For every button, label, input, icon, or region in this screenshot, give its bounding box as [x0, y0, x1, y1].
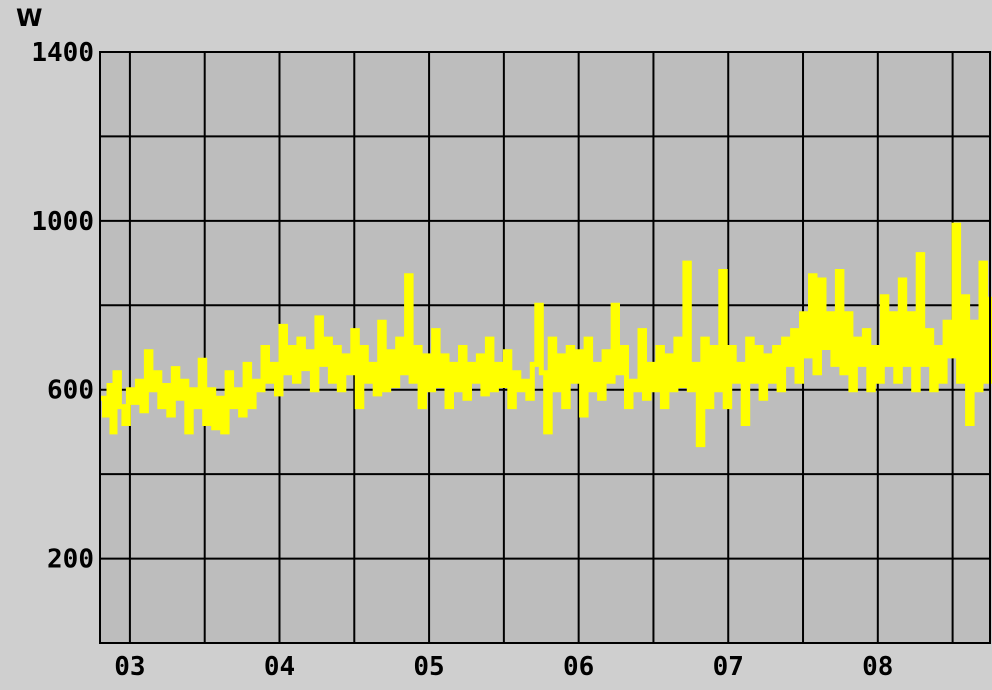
- plot-border: [99, 51, 991, 644]
- x-tick-labels: 03 04 05 06 07 08: [114, 652, 893, 682]
- y-tick-labels: 1400 1000 600 200: [31, 38, 94, 575]
- x-tick-label: 06: [563, 652, 594, 682]
- y-tick-label: 200: [47, 545, 94, 575]
- x-tick-label: 08: [862, 652, 893, 682]
- y-tick-label: 600: [47, 376, 94, 406]
- series-line: [100, 222, 992, 448]
- y-tick-label: 1400: [31, 38, 94, 68]
- y-axis-unit-label: W: [16, 4, 42, 32]
- x-tick-label: 03: [114, 652, 145, 682]
- y-tick-label: 1000: [31, 207, 94, 237]
- x-tick-label: 07: [713, 652, 744, 682]
- x-tick-label: 04: [264, 652, 295, 682]
- x-tick-label: 05: [413, 652, 444, 682]
